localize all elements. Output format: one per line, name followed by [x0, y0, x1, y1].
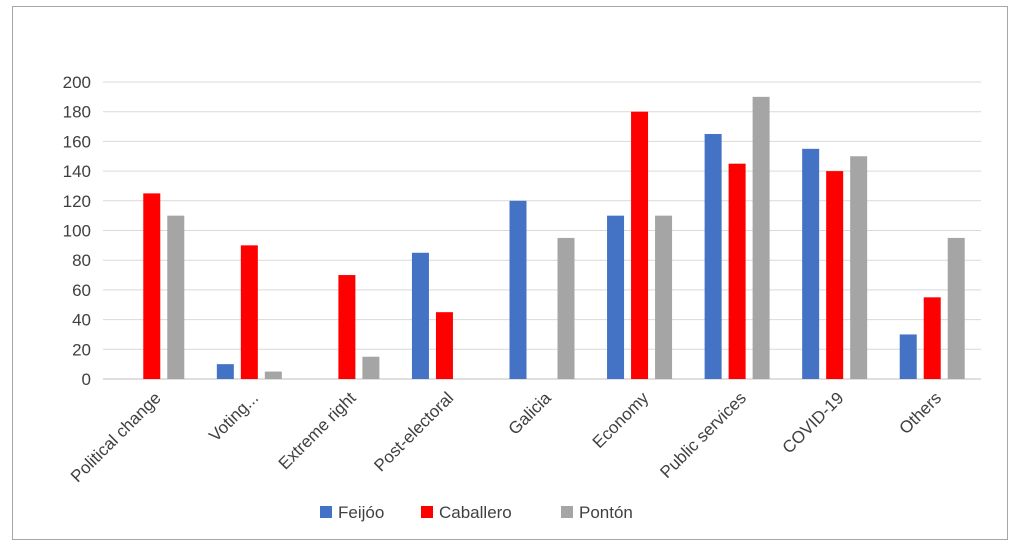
y-tick-label: 100 — [63, 222, 91, 241]
bar — [411, 252, 429, 379]
bar — [264, 371, 282, 379]
bar-chart: 0 20 40 60 80 100 120 140 160 180 200 Political ch… — [63, 73, 981, 522]
bar — [728, 163, 746, 379]
x-tick-label: Others — [896, 388, 946, 438]
x-tick-label: Public services — [656, 388, 750, 482]
bar — [557, 237, 575, 379]
bar — [216, 364, 234, 379]
bar — [631, 111, 649, 379]
bar — [752, 96, 770, 379]
x-tick-label: Voting... — [205, 388, 262, 445]
x-tick-label: Political change — [67, 388, 165, 486]
bar — [826, 171, 844, 379]
legend-swatch — [421, 506, 433, 518]
bar — [167, 215, 185, 379]
bar — [704, 133, 722, 379]
y-tick-label: 200 — [63, 73, 91, 92]
bar — [338, 275, 356, 379]
bar — [435, 312, 453, 379]
bar — [362, 356, 380, 379]
legend-swatch — [320, 506, 332, 518]
bar — [947, 237, 965, 379]
y-tick-label: 60 — [72, 281, 91, 300]
y-tick-label: 40 — [72, 311, 91, 330]
chart-frame: 0 20 40 60 80 100 120 140 160 180 200 Political ch… — [12, 6, 1008, 540]
x-axis: Political change Voting... Extreme right Po… — [67, 388, 945, 486]
bar — [802, 148, 820, 379]
x-tick-label: Economy — [589, 388, 653, 452]
x-tick-label: COVID-19 — [779, 388, 848, 457]
legend: Feijóo Caballero Pontón — [320, 503, 633, 522]
legend-label: Feijóo — [338, 503, 384, 522]
bar — [509, 200, 527, 379]
bars — [143, 96, 965, 379]
y-tick-label: 140 — [63, 162, 91, 181]
bar — [655, 215, 673, 379]
bar — [607, 215, 625, 379]
y-tick-label: 0 — [82, 370, 91, 389]
legend-label: Caballero — [439, 503, 512, 522]
y-tick-label: 20 — [72, 340, 91, 359]
gridlines — [103, 81, 981, 380]
x-tick-label: Post-electoral — [370, 388, 457, 475]
bar — [143, 193, 161, 379]
bar — [240, 245, 258, 379]
legend-label: Pontón — [579, 503, 633, 522]
bar — [899, 334, 917, 379]
bar — [850, 156, 868, 379]
legend-swatch — [561, 506, 573, 518]
y-tick-label: 160 — [63, 132, 91, 151]
x-tick-label: Extreme right — [275, 388, 360, 473]
y-tick-label: 80 — [72, 251, 91, 270]
y-tick-label: 180 — [63, 103, 91, 122]
y-axis: 0 20 40 60 80 100 120 140 160 180 200 — [63, 73, 91, 389]
y-tick-label: 120 — [63, 192, 91, 211]
bar — [923, 297, 941, 379]
x-tick-label: Galicia — [505, 388, 556, 439]
